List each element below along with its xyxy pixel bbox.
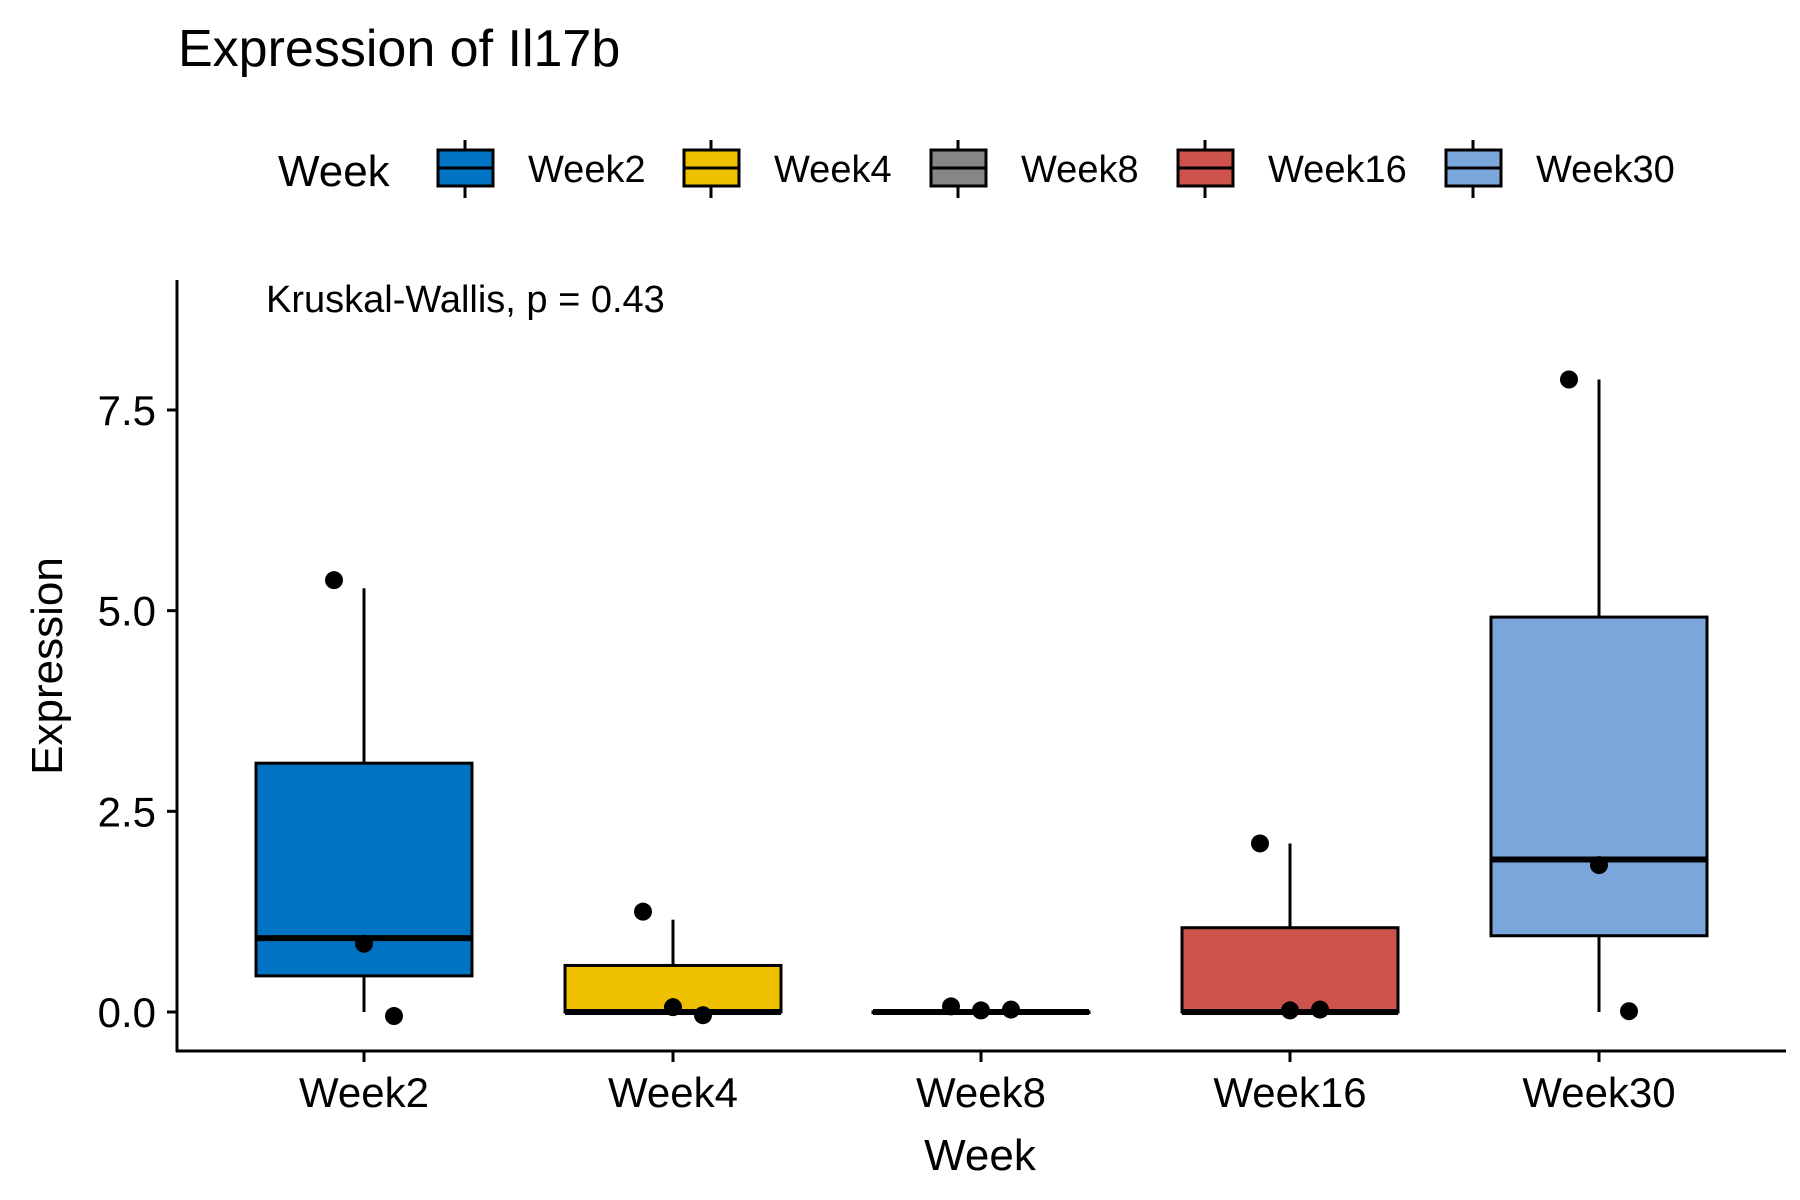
box-week16 [1180,843,1400,1015]
data-point-week8 [942,997,960,1016]
data-point-week2 [325,571,343,590]
legend-item-week30: Week30 [1444,140,1675,198]
data-point-week30 [1620,1002,1638,1021]
legend-label-week2: Week2 [528,149,646,191]
chart-title: Expression of Il17b [178,20,620,78]
y-axis-title: Expression [23,557,72,775]
legend-label-week8: Week8 [1021,149,1139,191]
data-point-week16 [1281,1001,1299,1020]
data-point-week2 [355,934,373,953]
data-point-week8 [972,1001,990,1020]
legend-title: Week [278,147,391,196]
x-tick-label-week16: Week16 [1213,1069,1366,1116]
x-tick-label-week30: Week30 [1522,1069,1675,1116]
data-point-week4 [694,1006,712,1025]
plot-area [254,370,1709,1026]
x-axis-ticks: Week2 Week4 Week8 Week16 Week30 [299,1051,1676,1116]
legend-label-week4: Week4 [774,149,892,191]
legend-item-week16: Week16 [1176,140,1407,198]
data-point-week4 [664,998,682,1017]
data-point-week2 [385,1007,403,1026]
kruskal-wallis-annotation: Kruskal-Wallis, p = 0.43 [266,279,665,321]
y-tick-label: 7.5 [98,387,156,434]
y-axis-ticks: 0.0 2.5 5.0 7.5 [98,387,177,1036]
box-week4 [563,919,783,1015]
box-body-week16 [1180,926,1400,1014]
legend-item-week2: Week2 [436,140,646,198]
y-tick-label: 5.0 [98,588,156,635]
x-tick-label-week2: Week2 [299,1069,429,1116]
legend-item-week4: Week4 [682,140,892,198]
data-point-week8 [1002,1000,1020,1019]
legend-label-week16: Week16 [1268,149,1407,191]
x-tick-label-week4: Week4 [608,1069,738,1116]
legend: Week Week2 Week4 Week8 Week16 Week30 [278,140,1675,198]
y-tick-label: 0.0 [98,989,156,1036]
data-point-week4 [634,902,652,921]
box-body-week30 [1489,615,1709,938]
x-tick-label-week8: Week8 [916,1069,1046,1116]
legend-label-week30: Week30 [1536,149,1675,191]
data-point-week16 [1311,1000,1329,1019]
legend-item-week8: Week8 [929,140,1139,198]
y-tick-label: 2.5 [98,788,156,835]
data-point-week30 [1590,856,1608,875]
data-point-week30 [1560,370,1578,389]
data-point-week16 [1251,834,1269,853]
x-axis-title: Week [924,1131,1037,1180]
box-week30 [1489,379,1709,1012]
